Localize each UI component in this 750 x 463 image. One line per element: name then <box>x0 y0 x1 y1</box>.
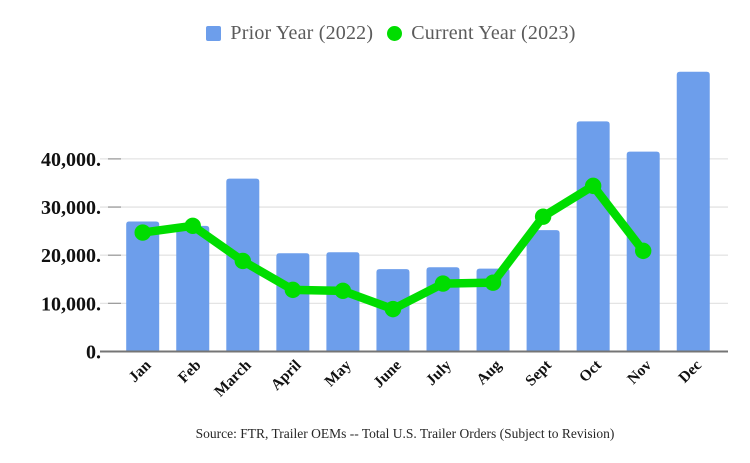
point-july[interactable] <box>434 275 452 292</box>
y-tick-label-40000: 40,000. <box>41 149 101 171</box>
bar-may[interactable] <box>326 252 360 352</box>
point-nov[interactable] <box>635 242 652 260</box>
point-april[interactable] <box>284 281 302 299</box>
x-tick-label-aug: Aug <box>473 357 505 389</box>
legend-label-current-year: Current Year (2023) <box>411 21 576 44</box>
y-tick-label-20000: 20,000. <box>41 245 101 267</box>
point-june[interactable] <box>384 300 402 318</box>
bar-feb[interactable] <box>176 225 210 352</box>
x-tick-label-oct: Oct <box>576 356 606 386</box>
y-tick-label-10000: 10,000. <box>41 293 101 315</box>
point-oct[interactable] <box>584 177 602 195</box>
point-may[interactable] <box>334 282 352 300</box>
legend-item-current-year[interactable]: Current Year (2023) <box>387 22 575 45</box>
bar-aug[interactable] <box>476 268 510 352</box>
point-jan[interactable] <box>134 224 151 241</box>
point-feb[interactable] <box>184 217 201 235</box>
point-sept[interactable] <box>534 208 552 225</box>
bar-sept[interactable] <box>526 230 560 352</box>
legend-item-prior-year[interactable]: Prior Year (2022) <box>206 22 373 45</box>
x-tick-label-may: May <box>321 357 355 391</box>
x-tick-label-june: June <box>370 357 405 392</box>
source-caption: Source: FTR, Trailer OEMs -- Total U.S. … <box>195 426 615 441</box>
x-tick-label-nov: Nov <box>624 357 655 388</box>
x-tick-label-april: April <box>268 356 305 393</box>
legend-circle-swatch-icon <box>387 25 403 41</box>
x-tick-label-july: July <box>423 357 455 389</box>
bar-jan[interactable] <box>126 221 160 352</box>
bar-april[interactable] <box>276 253 310 352</box>
x-tick-label-jan: Jan <box>125 357 154 386</box>
legend: Prior Year (2022) Current Year (2023) <box>0 18 750 48</box>
bar-dec[interactable] <box>676 71 710 352</box>
x-tick-label-sept: Sept <box>522 356 555 389</box>
point-aug[interactable] <box>484 274 502 291</box>
point-march[interactable] <box>234 252 251 270</box>
x-tick-label-march: March <box>211 357 255 401</box>
legend-square-swatch-icon <box>206 25 222 41</box>
legend-label-prior-year: Prior Year (2022) <box>230 21 374 44</box>
bar-oct[interactable] <box>576 121 610 352</box>
y-tick-label-0: 0. <box>86 342 101 364</box>
x-tick-label-feb: Feb <box>175 357 205 387</box>
x-tick-label-dec: Dec <box>675 357 705 387</box>
y-tick-label-30000: 30,000. <box>41 197 101 219</box>
